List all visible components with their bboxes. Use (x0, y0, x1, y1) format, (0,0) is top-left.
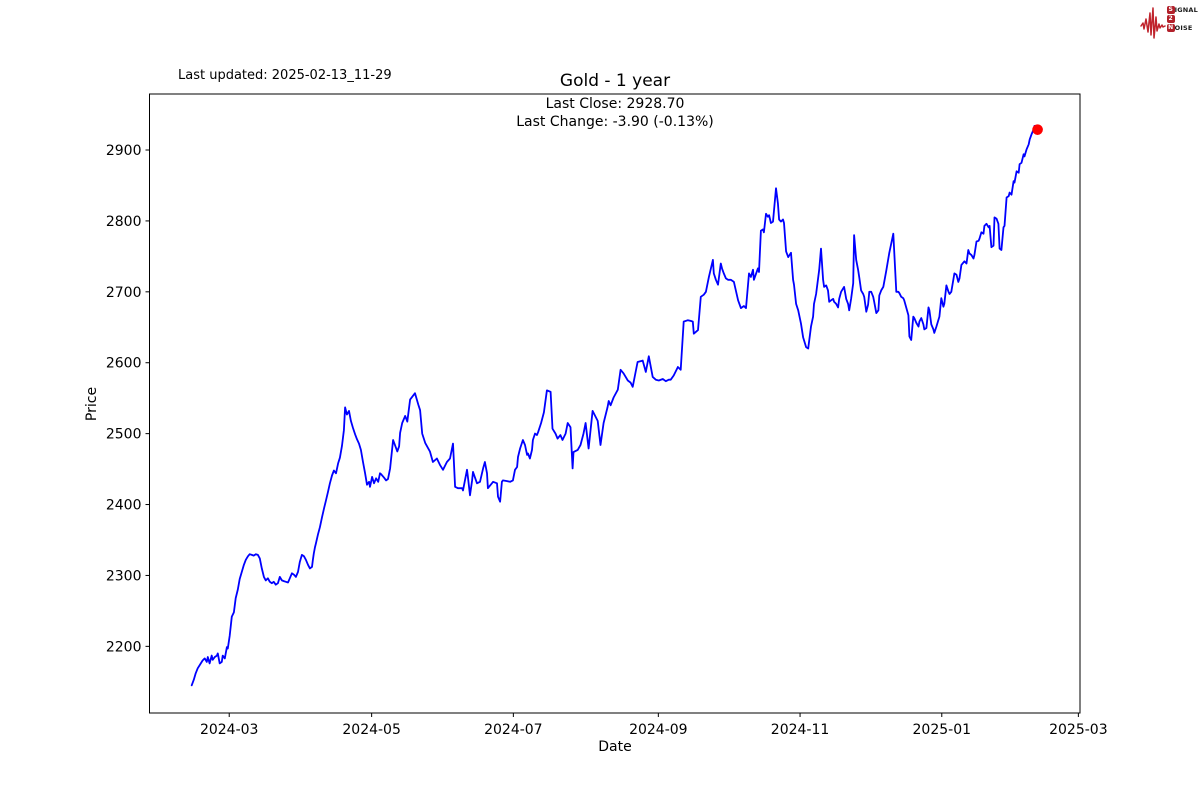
logo-row-signal: S IGNAL (1166, 6, 1198, 14)
y-tick-label: 2600 (106, 356, 142, 372)
x-tick-label: 2024-09 (629, 722, 688, 738)
x-axis-label: Date (598, 739, 632, 755)
price-line (190, 125, 1039, 687)
plot-frame (149, 93, 1081, 714)
y-tick-label: 2900 (106, 143, 142, 159)
last-change-text: Last Change: -3.90 (-0.13%) (516, 114, 714, 130)
x-tick-label: 2024-11 (771, 722, 830, 738)
logo-s-badge: S (1166, 6, 1175, 14)
y-tick-label: 2200 (106, 639, 142, 655)
last-updated-text: Last updated: 2025-02-13_11-29 (178, 68, 392, 83)
logo-row-noise: N OISE (1166, 24, 1198, 32)
x-tick-label: 2024-05 (342, 722, 401, 738)
logo-ignal-text: IGNAL (1174, 6, 1198, 14)
logo-n-badge: N (1166, 24, 1175, 32)
x-tick-label: 2025-01 (913, 722, 972, 738)
logo-text: S IGNAL 2 N OISE (1166, 6, 1198, 32)
x-tick-label: 2024-07 (484, 722, 543, 738)
logo-2-badge: 2 (1166, 15, 1175, 23)
signal2noise-logo: S IGNAL 2 N OISE (1139, 3, 1198, 45)
y-tick-label: 2800 (106, 214, 142, 230)
logo-oise-text: OISE (1174, 24, 1193, 32)
y-axis-label: Price (84, 386, 100, 422)
y-tick-label: 2300 (106, 568, 142, 584)
y-tick-label: 2400 (106, 498, 142, 514)
last-close-text: Last Close: 2928.70 (545, 96, 685, 112)
x-tick-label: 2024-03 (200, 722, 259, 738)
chart-title: Gold - 1 year (559, 71, 671, 91)
y-tick-label: 2500 (106, 427, 142, 443)
logo-row-2: 2 (1166, 15, 1198, 23)
waveform-icon (1139, 7, 1166, 39)
x-tick-label: 2025-03 (1049, 722, 1108, 738)
y-tick-label: 2700 (106, 285, 142, 301)
last-price-marker (1032, 124, 1043, 135)
